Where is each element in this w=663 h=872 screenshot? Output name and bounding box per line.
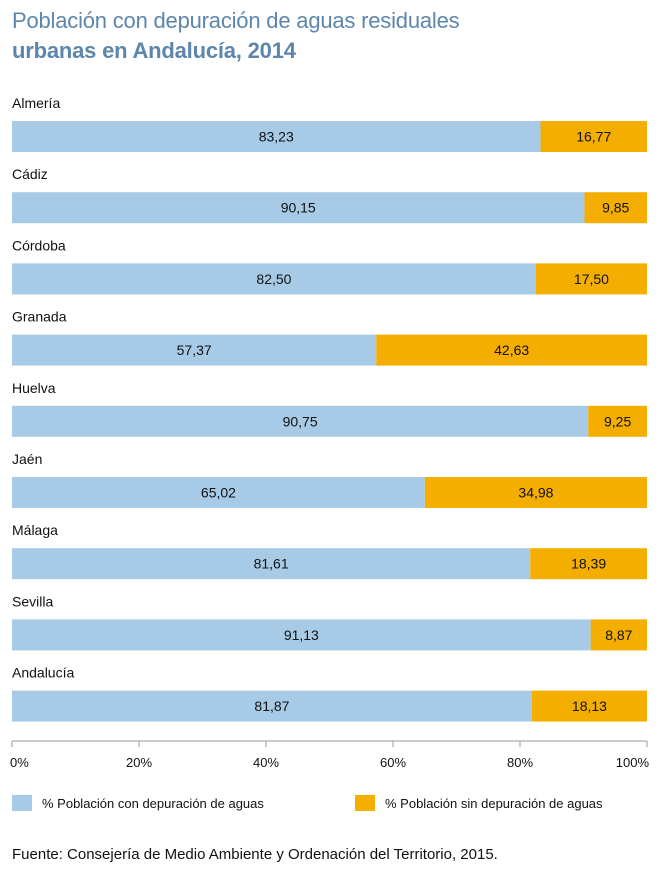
bar-segment-without-2 (535, 263, 647, 295)
legend-swatch-without (355, 795, 375, 811)
x-tick-label-4: 80% (507, 755, 533, 770)
category-label-8: Andalucía (12, 665, 74, 681)
bar-segment-with-2 (12, 263, 536, 295)
bar-segment-with-5 (12, 477, 425, 508)
bar-segment-without-0 (540, 121, 647, 152)
data-label-without-0: 16,77 (576, 129, 611, 145)
legend-label-without: % Población sin depuración de aguas (385, 795, 603, 811)
x-tick-label-5: 100% (616, 755, 650, 770)
bar-segment-with-6 (12, 548, 531, 580)
x-tick-label-2: 40% (253, 755, 279, 770)
x-tick-label-3: 60% (380, 755, 406, 770)
chart-title-line1: Población con depuración de aguas residu… (12, 8, 460, 33)
data-label-with-5: 65,02 (201, 485, 236, 501)
bar-segment-with-1 (12, 192, 585, 224)
category-label-1: Cádiz (12, 166, 48, 182)
data-label-without-2: 17,50 (574, 271, 609, 287)
source-note: Fuente: Consejería de Medio Ambiente y O… (12, 846, 498, 863)
data-label-with-4: 90,75 (283, 413, 318, 429)
category-label-0: Almería (12, 95, 60, 111)
data-label-without-3: 42,63 (494, 342, 529, 358)
chart-title: Población con depuración de aguas residu… (12, 6, 652, 66)
bar-segment-without-5 (424, 477, 647, 508)
bar-segment-without-3 (376, 334, 647, 366)
data-label-without-5: 34,98 (518, 485, 553, 501)
legend-label-with: % Población con depuración de aguas (42, 795, 264, 811)
data-label-without-8: 18,13 (572, 698, 607, 714)
legend-item-with: % Población con depuración de aguas (12, 795, 264, 811)
bar-segment-without-8 (531, 690, 647, 722)
bar-segment-with-7 (12, 619, 591, 651)
stacked-bar-chart: Almería 83,23 16,77 Cádiz 90,15 9,85 Córdoba 82… (10, 95, 650, 770)
bar-segment-without-7 (590, 619, 647, 651)
data-label-with-0: 83,23 (259, 129, 294, 145)
legend: % Población con depuración de aguas % Po… (0, 795, 663, 815)
bar-segment-with-0 (12, 121, 541, 152)
category-label-2: Córdoba (12, 237, 66, 253)
bar-segment-with-3 (12, 334, 377, 366)
data-label-with-1: 90,15 (281, 200, 316, 216)
data-label-without-6: 18,39 (571, 556, 606, 572)
bar-segment-with-4 (12, 405, 589, 437)
bar-segment-without-6 (530, 548, 647, 580)
data-label-with-2: 82,50 (256, 271, 291, 287)
data-label-with-6: 81,61 (254, 556, 289, 572)
bar-segment-without-4 (588, 405, 647, 437)
chart-title-line2: urbanas en Andalucía, 2014 (12, 38, 296, 63)
category-label-7: Sevilla (12, 593, 53, 609)
data-label-without-4: 9,25 (604, 413, 631, 429)
data-label-without-7: 8,87 (605, 627, 632, 643)
data-label-with-8: 81,87 (254, 698, 289, 714)
legend-item-without: % Población sin depuración de aguas (355, 795, 603, 811)
bar-segment-with-8 (12, 690, 532, 722)
legend-swatch-with (12, 795, 32, 811)
data-label-without-1: 9,85 (602, 200, 629, 216)
category-label-6: Málaga (12, 522, 58, 538)
category-label-3: Granada (12, 309, 67, 325)
x-tick-label-1: 20% (126, 755, 152, 770)
x-tick-label-0: 0% (10, 755, 29, 770)
category-label-4: Huelva (12, 380, 56, 396)
data-label-with-3: 57,37 (177, 342, 212, 358)
bar-segment-without-1 (584, 192, 647, 224)
data-label-with-7: 91,13 (284, 627, 319, 643)
category-label-5: Jaén (12, 451, 42, 467)
